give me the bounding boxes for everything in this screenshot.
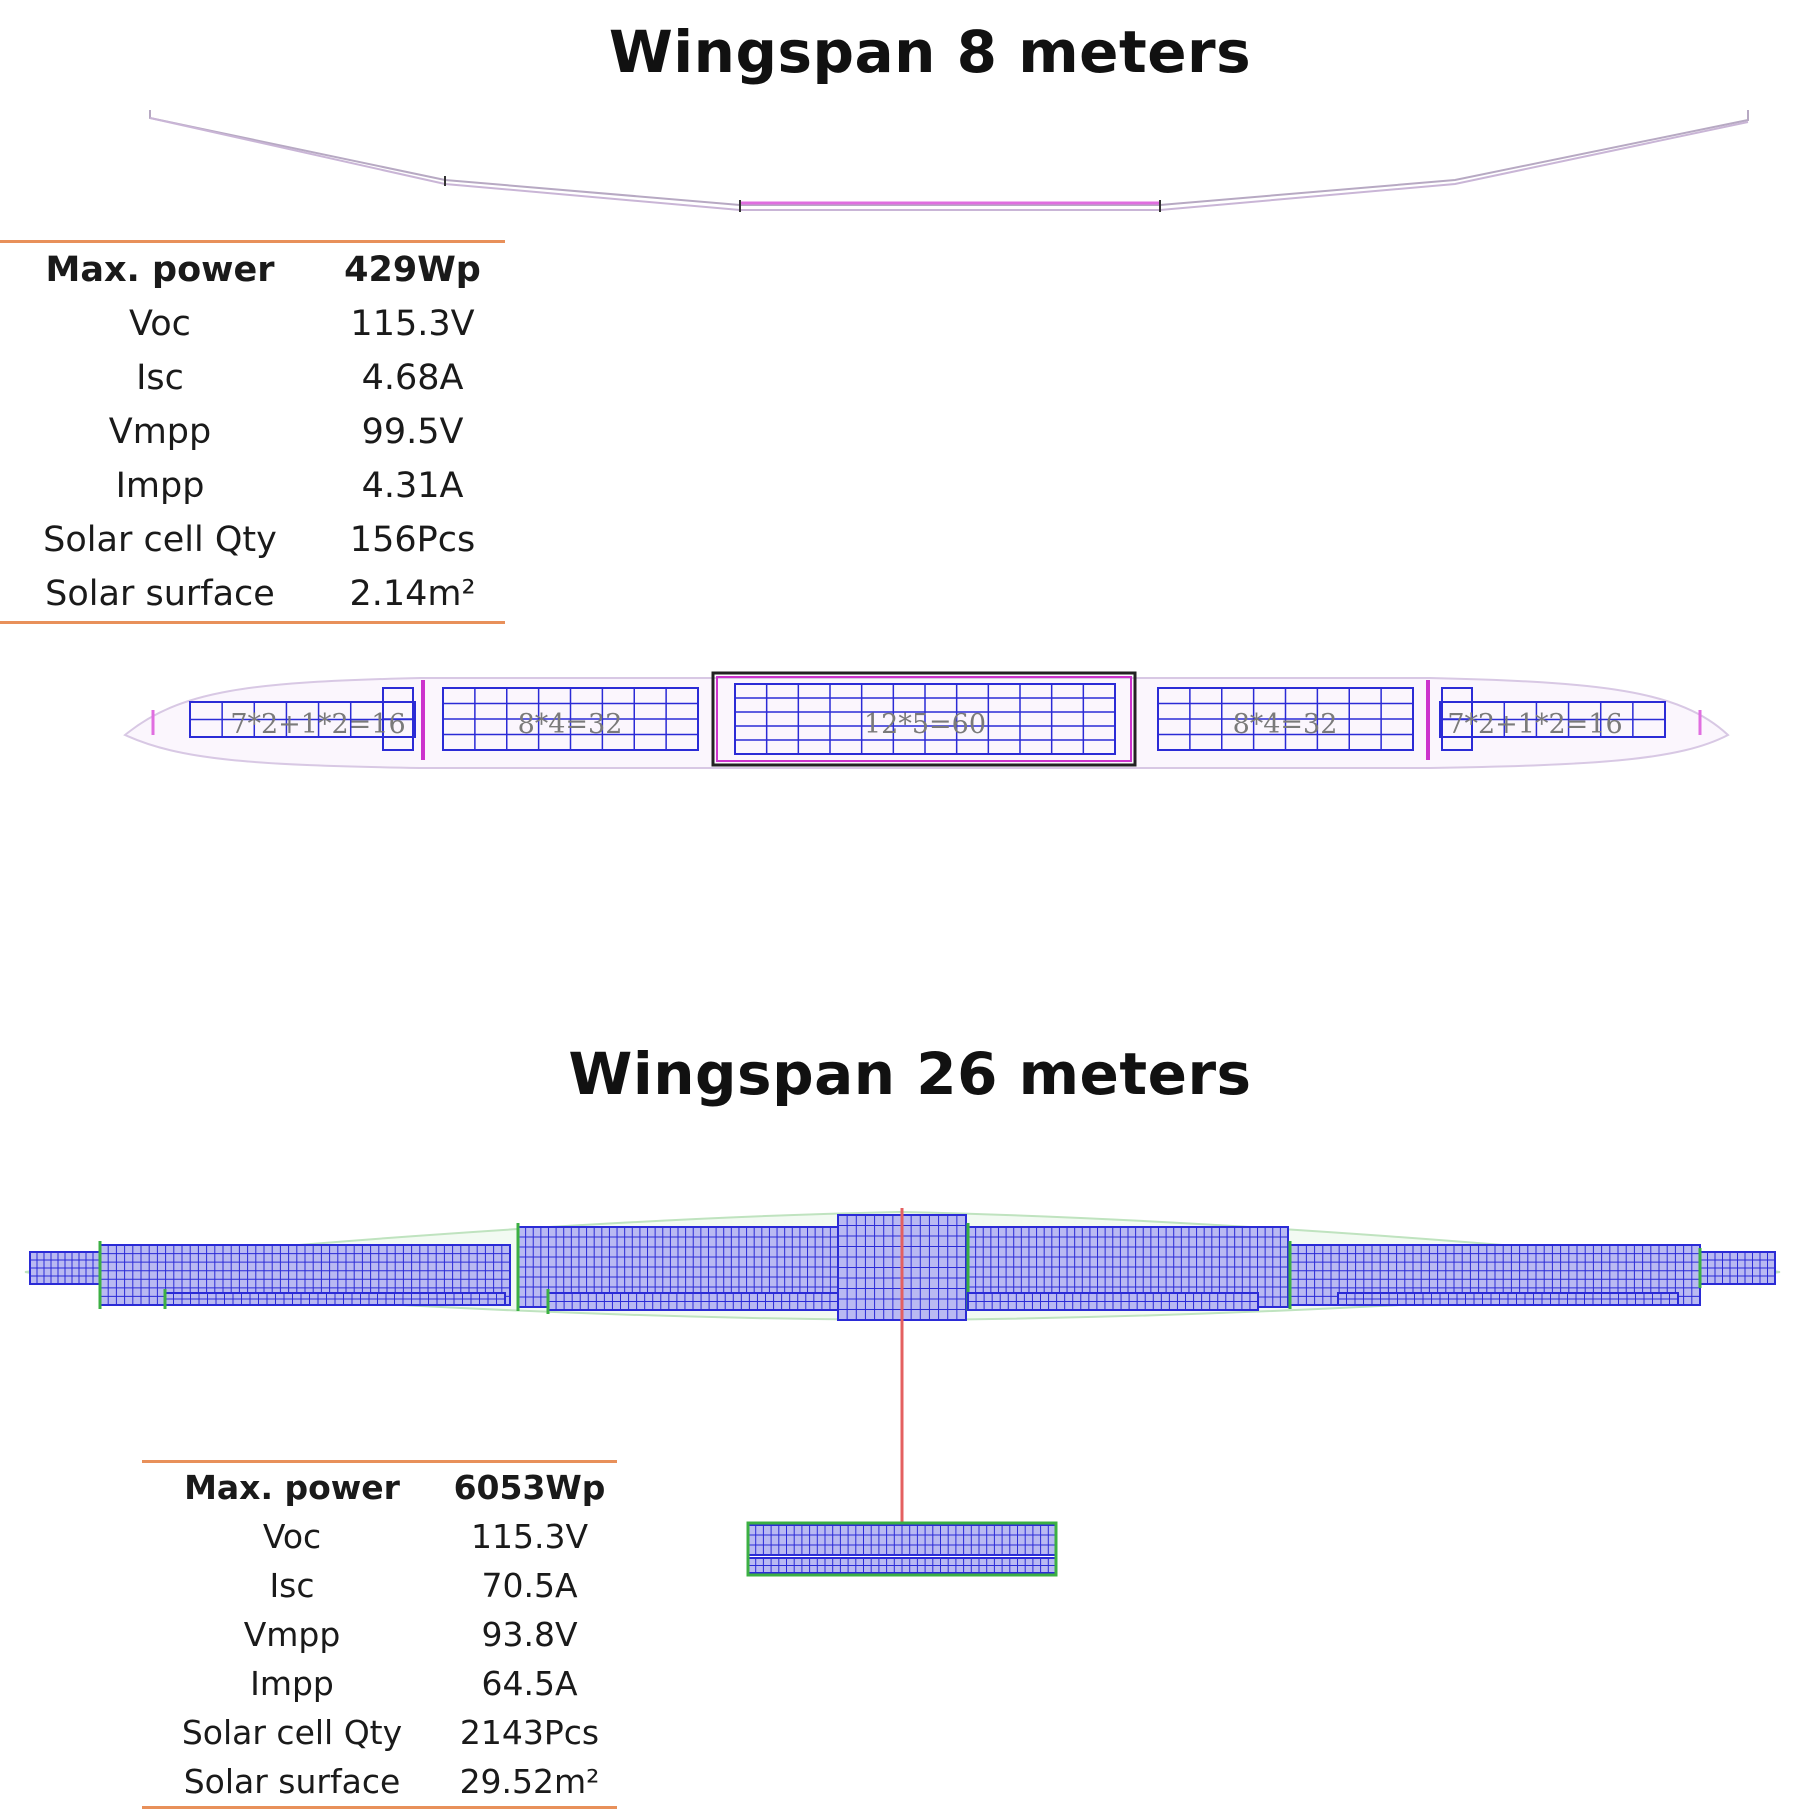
- spec-row: Vmpp 99.5V: [0, 405, 505, 459]
- wing-8m-front-view: [149, 110, 1749, 212]
- solar-panel-block: [747, 1524, 1057, 1556]
- spec-row: Isc 70.5A: [142, 1561, 617, 1610]
- spec-label: Vmpp: [243, 1615, 341, 1654]
- spec-value: 64.5A: [481, 1664, 578, 1703]
- solar-panel-block: [747, 1557, 1057, 1574]
- spec-table-26m: Max. power 6053Wp Voc 115.3V Isc 70.5A Vmpp 93.…: [142, 1460, 617, 1809]
- title-wingspan-8: Wingspan 8 meters: [608, 18, 1252, 86]
- spec-value: 29.52m²: [459, 1762, 600, 1801]
- spec-row: Max. power 429Wp: [0, 242, 505, 298]
- spec-row: Solar cell Qty 2143Pcs: [142, 1708, 617, 1757]
- spec-row: Max. power 6053Wp: [142, 1462, 617, 1513]
- solar-panel-block: [189, 701, 416, 738]
- spec-label: Voc: [262, 1517, 322, 1556]
- spec-value: 115.3V: [470, 1517, 589, 1556]
- panel-label: 7*2+1*2=16: [230, 709, 405, 740]
- spec-label: Voc: [129, 304, 191, 344]
- spec-label: Solar cell Qty: [43, 520, 277, 560]
- spec-label: Isc: [269, 1566, 315, 1605]
- spec-label: Solar surface: [45, 574, 275, 614]
- solar-panel-block: [1698, 1248, 1776, 1288]
- spec-row: Impp 4.31A: [0, 459, 505, 513]
- solar-panel-block: [29, 1251, 101, 1285]
- spec-row: Vmpp 93.8V: [142, 1610, 617, 1659]
- wing-26m-plan-view: [24, 1208, 1781, 1577]
- tail-outline: [746, 1521, 1058, 1577]
- spec-row: Solar surface 29.52m²: [142, 1757, 617, 1808]
- solar-panel-block: [1157, 687, 1414, 751]
- spec-label: Max. power: [184, 1468, 400, 1507]
- spec-label: Solar cell Qty: [181, 1713, 403, 1752]
- panel-label: 8*4=32: [518, 709, 623, 740]
- spec-row: Impp 64.5A: [142, 1659, 617, 1708]
- spec-label: Impp: [250, 1664, 334, 1703]
- panel-label: 8*4=32: [1233, 709, 1338, 740]
- spec-value: 156Pcs: [349, 520, 476, 560]
- spec-table-8m: Max. power 429Wp Voc 115.3V Isc 4.68A Vmpp 99.5…: [0, 240, 505, 624]
- tail-solar-grid: [746, 1521, 1058, 1577]
- spec-row: Solar surface 2.14m²: [0, 567, 505, 623]
- solar-cell-grid-8m: [189, 683, 1666, 755]
- spec-value: 4.68A: [361, 358, 464, 398]
- spec-value: 99.5V: [361, 412, 464, 452]
- spec-label: Solar surface: [183, 1762, 401, 1801]
- solar-panel-block: [967, 1292, 1259, 1311]
- spec-row: Voc 115.3V: [0, 297, 505, 351]
- spec-row: Isc 4.68A: [0, 351, 505, 405]
- solar-panel-block: [546, 1289, 839, 1314]
- solar-panel-block: [442, 687, 699, 751]
- spec-value: 6053Wp: [453, 1468, 606, 1507]
- spec-value: 2.14m²: [349, 574, 476, 614]
- panel-label: 7*2+1*2=16: [1447, 709, 1622, 740]
- solar-panel-block: [382, 687, 414, 751]
- spec-row: Solar cell Qty 156Pcs: [0, 513, 505, 567]
- spec-value: 93.8V: [481, 1615, 578, 1654]
- solar-panel-block: [734, 683, 1116, 755]
- spec-value: 429Wp: [344, 250, 481, 290]
- title-wingspan-26: Wingspan 26 meters: [568, 1040, 1252, 1108]
- spec-label: Vmpp: [108, 412, 212, 452]
- solar-panel-block: [1439, 701, 1666, 738]
- spec-label: Impp: [115, 466, 205, 506]
- spec-value: 70.5A: [481, 1566, 578, 1605]
- spec-value: 4.31A: [361, 466, 464, 506]
- spec-value: 2143Pcs: [459, 1713, 600, 1752]
- solar-panel-block: [163, 1289, 506, 1309]
- spec-label: Max. power: [45, 250, 275, 290]
- spec-label: Isc: [136, 358, 184, 398]
- spec-value: 115.3V: [350, 304, 475, 344]
- panel-labels-8m: 7*2+1*2=16 8*4=32 12*5=60 8*4=32 7*2+1*2=16: [230, 709, 1622, 740]
- solar-panel-block: [1337, 1292, 1679, 1306]
- spec-row: Voc 115.3V: [142, 1512, 617, 1561]
- wing-8m-plan-view: 7*2+1*2=16 8*4=32 12*5=60 8*4=32 7*2+1*2=16: [123, 671, 1730, 769]
- panel-label: 12*5=60: [864, 709, 986, 740]
